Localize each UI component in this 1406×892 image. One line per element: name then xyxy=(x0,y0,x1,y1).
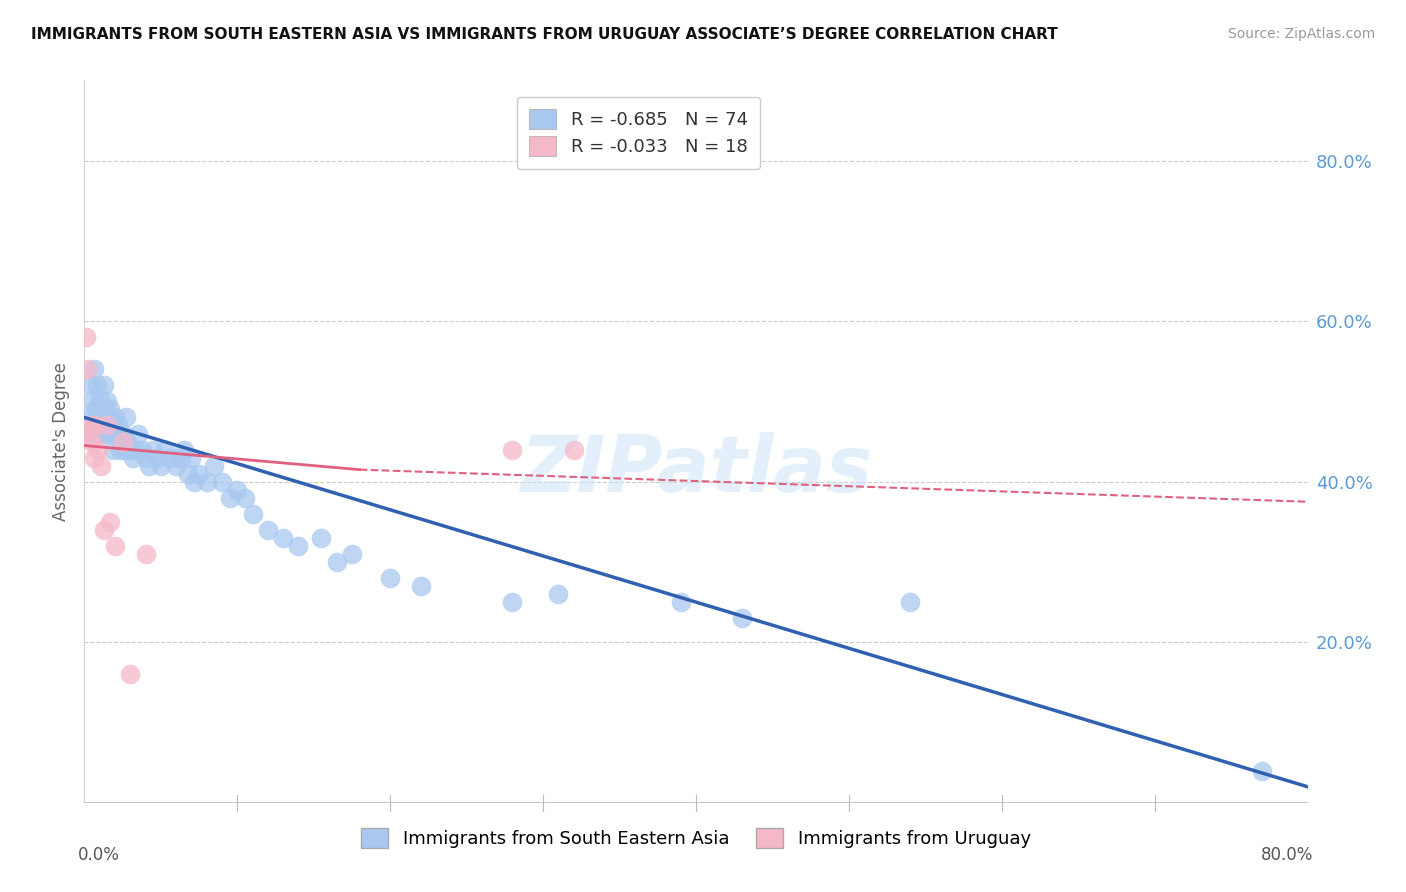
Point xyxy=(83,426,105,441)
Point xyxy=(96,418,118,433)
Point xyxy=(311,531,333,545)
Point xyxy=(195,475,218,489)
Point xyxy=(76,426,98,441)
Point xyxy=(114,410,136,425)
Point xyxy=(562,442,585,457)
Point xyxy=(898,595,921,609)
Point xyxy=(183,475,205,489)
Point xyxy=(93,378,115,392)
Point xyxy=(170,450,193,465)
Point xyxy=(287,539,309,553)
Text: ZIPatlas: ZIPatlas xyxy=(520,433,872,508)
Point xyxy=(96,418,118,433)
Point xyxy=(77,410,100,425)
Point xyxy=(127,426,149,441)
Point xyxy=(502,442,524,457)
Point xyxy=(111,434,134,449)
Point xyxy=(90,458,112,473)
Point xyxy=(104,539,127,553)
Point xyxy=(142,442,165,457)
Point xyxy=(138,458,160,473)
Point xyxy=(112,442,135,457)
Point xyxy=(180,450,202,465)
Point xyxy=(93,426,115,441)
Point xyxy=(122,450,145,465)
Point xyxy=(340,547,363,561)
Point xyxy=(84,418,107,433)
Point xyxy=(86,378,108,392)
Point xyxy=(502,595,524,609)
Point xyxy=(173,442,195,457)
Point xyxy=(87,442,110,457)
Text: IMMIGRANTS FROM SOUTH EASTERN ASIA VS IMMIGRANTS FROM URUGUAY ASSOCIATE’S DEGREE: IMMIGRANTS FROM SOUTH EASTERN ASIA VS IM… xyxy=(31,27,1057,42)
Point xyxy=(80,394,103,409)
Text: 0.0%: 0.0% xyxy=(79,847,120,864)
Point xyxy=(108,442,131,457)
Point xyxy=(731,611,754,625)
Point xyxy=(97,410,120,425)
Point xyxy=(242,507,264,521)
Point xyxy=(149,458,172,473)
Point xyxy=(76,362,98,376)
Point xyxy=(80,434,103,449)
Point xyxy=(93,523,115,537)
Point xyxy=(233,491,256,505)
Point xyxy=(98,402,121,417)
Point xyxy=(409,579,432,593)
Point xyxy=(83,362,105,376)
Point xyxy=(146,450,169,465)
Point xyxy=(202,458,225,473)
Point xyxy=(380,571,402,585)
Point xyxy=(669,595,692,609)
Point xyxy=(98,515,121,529)
Point xyxy=(84,418,107,433)
Point xyxy=(111,426,134,441)
Point xyxy=(226,483,249,497)
Point xyxy=(1250,764,1272,778)
Point xyxy=(86,410,108,425)
Point xyxy=(325,555,347,569)
Point xyxy=(188,467,211,481)
Point xyxy=(84,402,107,417)
Point xyxy=(165,458,187,473)
Point xyxy=(115,434,138,449)
Point xyxy=(96,394,118,409)
Point xyxy=(89,394,111,409)
Point xyxy=(97,426,120,441)
Point xyxy=(107,418,129,433)
Point xyxy=(131,442,153,457)
Point xyxy=(89,410,111,425)
Point xyxy=(135,450,157,465)
Point xyxy=(91,402,114,417)
Point xyxy=(104,426,127,441)
Text: Source: ZipAtlas.com: Source: ZipAtlas.com xyxy=(1227,27,1375,41)
Point xyxy=(211,475,233,489)
Point xyxy=(120,442,142,457)
Point xyxy=(177,467,200,481)
Point xyxy=(83,450,105,465)
Point xyxy=(79,378,101,392)
Legend: Immigrants from South Eastern Asia, Immigrants from Uruguay: Immigrants from South Eastern Asia, Immi… xyxy=(354,821,1038,855)
Point xyxy=(90,418,112,433)
Point xyxy=(547,587,569,601)
Text: 80.0%: 80.0% xyxy=(1261,847,1313,864)
Point xyxy=(218,491,240,505)
Point xyxy=(75,330,97,344)
Y-axis label: Associate's Degree: Associate's Degree xyxy=(52,362,70,521)
Point xyxy=(105,426,128,441)
Point xyxy=(155,442,177,457)
Point xyxy=(135,547,157,561)
Point xyxy=(103,442,125,457)
Point xyxy=(101,418,124,433)
Point xyxy=(104,410,127,425)
Point xyxy=(120,667,142,681)
Point xyxy=(94,410,117,425)
Point xyxy=(125,442,148,457)
Point xyxy=(271,531,294,545)
Point xyxy=(257,523,280,537)
Point xyxy=(159,450,181,465)
Point xyxy=(87,426,110,441)
Point xyxy=(77,426,100,441)
Point xyxy=(79,418,101,433)
